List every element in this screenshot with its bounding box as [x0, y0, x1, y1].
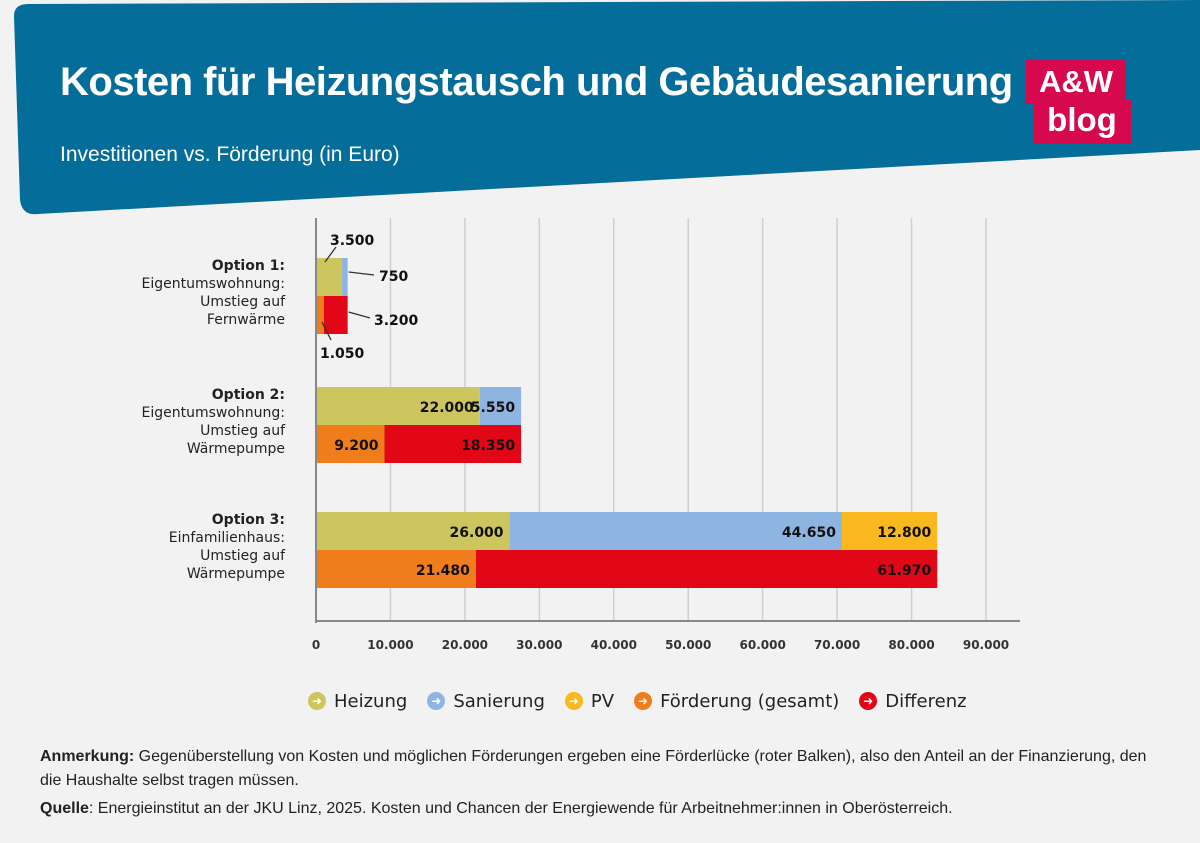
legend-label: Förderung (gesamt) [660, 690, 840, 712]
logo-aw: A&W [1026, 60, 1126, 104]
bar-segment-sanierung [509, 512, 842, 550]
x-tick-label: 90.000 [963, 638, 1009, 652]
category-label-line: Option 3: [212, 512, 285, 528]
bar-value-label: 12.800 [877, 525, 931, 541]
legend-arrow-icon: ➜ [634, 692, 653, 710]
category-label-line: Fernwärme [207, 312, 285, 328]
bar-segment-sanierung [479, 387, 522, 425]
category-label-line: Eigentumswohnung: [141, 276, 285, 292]
legend-label: Heizung [334, 690, 408, 712]
bar-segment-differenz [323, 296, 348, 334]
legend-label: Differenz [885, 690, 967, 712]
callout-label-differenz: 3.200 [374, 313, 419, 329]
callout-line [348, 271, 375, 276]
category-label-line: Eigentumswohnung: [141, 405, 285, 421]
x-tick-label: 40.000 [591, 638, 637, 652]
category-label-line: Umstieg auf [200, 294, 286, 310]
x-tick-label: 10.000 [367, 638, 413, 652]
x-tick-label: 70.000 [814, 638, 860, 652]
bar-value-label: 9.200 [334, 438, 379, 454]
bar-segment-förderung-gesamt- [316, 425, 385, 463]
bar-value-label: 22.000 [420, 400, 474, 416]
bar-value-label: 44.650 [782, 525, 836, 541]
annotation-label: Anmerkung: [40, 748, 135, 765]
data-labels: Option 1: Eigentumswohnung: Umstieg auf Fer… [141, 233, 931, 582]
legend-arrow-icon: ➜ [427, 692, 446, 710]
bar-segment-förderung-gesamt- [316, 550, 476, 588]
bar-segment-förderung-gesamt- [316, 296, 324, 334]
legend-label: Sanierung [453, 690, 545, 712]
logo-blog: blog [1033, 100, 1131, 144]
x-tick-label: 50.000 [665, 638, 711, 652]
footnote: Anmerkung: Gegenüberstellung von Kosten … [40, 745, 1160, 821]
legend-arrow-icon: ➜ [308, 692, 326, 710]
callout-line [324, 246, 337, 263]
page-subtitle: Investitionen vs. Förderung (in Euro) [60, 143, 400, 166]
bar-value-label: 61.970 [877, 563, 931, 579]
bar-segment-differenz [475, 550, 938, 588]
category-label-line: Umstieg auf [200, 423, 286, 439]
bar-segment-heizung [316, 387, 480, 425]
legend-arrow-icon: ➜ [859, 692, 878, 710]
axes: 0 10.000 20.000 30.000 40.000 50.000 60.000 70.… [312, 218, 1020, 652]
bar-value-label: 18.350 [461, 438, 515, 454]
bar-segment-differenz [384, 425, 522, 463]
bar-segment-heizung [316, 512, 510, 550]
legend-item: ➜ Sanierung [427, 691, 545, 712]
category-label-line: Wärmepumpe [187, 441, 285, 457]
callout-label-foerderung: 1.050 [320, 346, 365, 362]
x-tick-label: 20.000 [442, 638, 488, 652]
bar-segment-heizung [316, 258, 343, 296]
x-tick-label: 30.000 [516, 638, 562, 652]
bar-value-label: 26.000 [450, 525, 504, 541]
callout-label-heizung: 3.500 [330, 233, 375, 249]
category-label-line: Umstieg auf [200, 548, 286, 564]
legend-item: ➜ Heizung [308, 691, 407, 712]
callout-label-sanierung: 750 [379, 269, 408, 285]
source-text: : Energieinstitut an der JKU Linz, 2025.… [88, 800, 953, 817]
category-label-line: Option 1: [212, 258, 285, 274]
category-label-line: Einfamilienhaus: [169, 530, 285, 546]
header-background [14, 0, 1200, 215]
bar-segment-sanierung [342, 258, 348, 296]
bars [316, 258, 938, 588]
bar-segment-pv [841, 512, 938, 550]
legend: ➜ Heizung ➜ Sanierung ➜ PV ➜ Förderung (gesamt)… [308, 688, 987, 714]
category-label-line: Option 2: [212, 387, 285, 403]
callout-line [348, 311, 371, 319]
legend-label: PV [590, 690, 615, 712]
category-label-line: Wärmepumpe [187, 566, 285, 582]
annotation-text: Gegenüberstellung von Kosten und möglich… [40, 748, 1147, 789]
callout-line [321, 321, 332, 341]
legend-arrow-icon: ➜ [564, 692, 583, 710]
page-title: Kosten für Heizungstausch und Gebäudesan… [60, 60, 1013, 104]
x-tick-label: 60.000 [740, 638, 786, 652]
legend-item: ➜ Förderung (gesamt) [634, 691, 839, 712]
source-label: Quelle [40, 800, 89, 817]
legend-item: ➜ Differenz [859, 690, 967, 712]
x-tick-label: 0 [312, 638, 320, 652]
bar-value-label: 5.550 [471, 400, 516, 416]
annotation: Anmerkung: Gegenüberstellung von Kosten … [40, 745, 1160, 793]
bar-value-label: 21.480 [416, 563, 470, 579]
source: Quelle: Energieinstitut an der JKU Linz,… [40, 797, 1160, 821]
x-tick-label: 80.000 [888, 638, 934, 652]
legend-item: ➜ PV [564, 690, 615, 712]
